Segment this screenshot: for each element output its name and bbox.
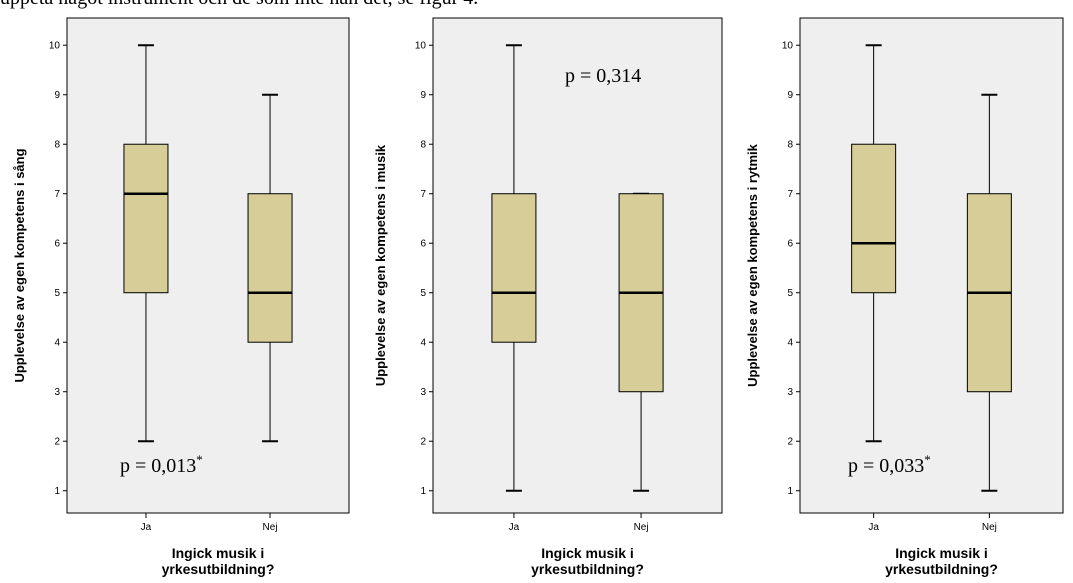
p-value-annotation: p = 0,033* [848, 452, 931, 477]
y-tick-label: 1 [54, 486, 60, 497]
y-tick-label: 6 [54, 239, 60, 250]
y-tick-label: 5 [787, 288, 793, 299]
y-tick-label: 3 [54, 387, 60, 398]
y-tick-label: 2 [420, 437, 426, 448]
box-ja [491, 44, 537, 492]
y-tick-label: 6 [787, 239, 793, 250]
boxplot-musik: 1 2 3 4 5 6 7 8 9 10 Upplevelse av egen kompetens … [373, 17, 723, 577]
y-tick-label: 7 [787, 189, 793, 200]
iqr-box [491, 193, 537, 343]
p-value-annotation: p = 0,314 [565, 65, 641, 87]
x-axis-label-line2: yrkesutbildning? [162, 561, 275, 577]
y-tick-label: 8 [420, 140, 426, 151]
x-axis-label-line1: Ingick musik i [541, 545, 634, 561]
y-tick-label: 10 [415, 41, 427, 52]
box-nej [966, 93, 1012, 492]
y-tick-label: 7 [54, 189, 60, 200]
y-tick-label: 6 [420, 239, 426, 250]
y-tick-label: 4 [420, 338, 426, 349]
y-axis-label: Upplevelse av egen kompetens i sång [12, 148, 27, 382]
y-tick-label: 9 [420, 90, 426, 101]
plot-area [799, 17, 1064, 514]
y-axis-label: Upplevelse av egen kompetens i musik [373, 144, 388, 386]
y-tick-label: 1 [420, 486, 426, 497]
y-tick-label: 5 [420, 288, 426, 299]
iqr-box [247, 193, 293, 343]
page-text-fragment: uppeta något instrument och de som inte … [0, 0, 1073, 9]
y-tick-label: 9 [787, 90, 793, 101]
y-tick-label: 2 [787, 437, 793, 448]
y-tick-label: 8 [787, 140, 793, 151]
y-axis-label: Upplevelse av egen kompetens i rytmik [745, 143, 760, 387]
y-tick-label: 10 [49, 41, 61, 52]
p-value-annotation: p = 0,013* [120, 452, 203, 477]
y-tick-label: 1 [787, 486, 793, 497]
boxplot-sang: 1 2 3 4 5 6 7 8 9 10 Upplevelse av egen kompetens … [12, 17, 350, 577]
box-nej [247, 93, 293, 443]
x-axis-label-line2: yrkesutbildning? [885, 561, 998, 577]
y-tick-label: 3 [787, 387, 793, 398]
x-tick-label: Nej [634, 522, 649, 533]
x-tick-label: Ja [868, 522, 879, 533]
y-tick-label: 4 [54, 338, 60, 349]
x-tick-label: Ja [141, 522, 152, 533]
y-tick-label: 2 [54, 437, 60, 448]
boxplot-rytmik: 1 2 3 4 5 6 7 8 9 10 Upplevelse av egen kompetens … [745, 17, 1064, 577]
y-tick-label: 9 [54, 90, 60, 101]
y-tick-label: 10 [782, 41, 794, 52]
y-tick-label: 7 [420, 189, 426, 200]
x-tick-label: Nej [263, 522, 278, 533]
y-tick-label: 8 [54, 140, 60, 151]
box-nej [618, 192, 664, 492]
iqr-box [851, 143, 897, 294]
x-axis-label-line1: Ingick musik i [172, 545, 265, 561]
y-tick-label: 3 [420, 387, 426, 398]
box-ja [851, 44, 897, 443]
x-axis-label-line2: yrkesutbildning? [531, 561, 644, 577]
plot-area [66, 17, 350, 514]
x-axis-label-line1: Ingick musik i [895, 545, 988, 561]
box-ja [123, 44, 169, 443]
y-tick-label: 4 [787, 338, 793, 349]
x-tick-label: Ja [509, 522, 520, 533]
y-tick-label: 5 [54, 288, 60, 299]
plot-area [432, 17, 723, 514]
x-tick-label: Nej [982, 522, 997, 533]
iqr-box [123, 143, 169, 294]
